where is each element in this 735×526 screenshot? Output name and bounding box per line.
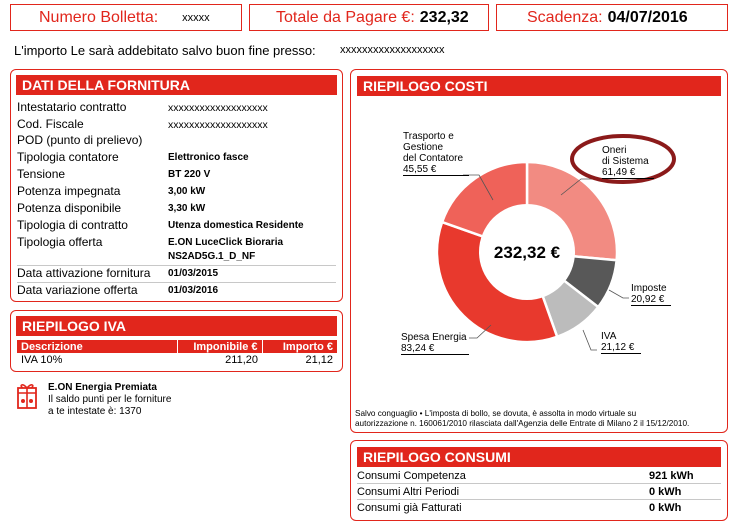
vat-col-description: Descrizione — [17, 340, 178, 353]
footnote-line: Salvo conguaglio • L'imposta di bollo, s… — [355, 409, 637, 418]
label-text: del Contatore — [403, 153, 464, 164]
eon-premiata-line: Il saldo punti per le forniture — [48, 394, 172, 405]
due-date-value: 04/07/2016 — [607, 8, 688, 26]
consumption-label: Consumi Competenza — [357, 470, 466, 482]
chart-label-oneri: Oneri di Sistema 61,49 € — [602, 145, 654, 179]
label-value: 20,92 € — [631, 294, 671, 306]
vat-summary-panel: RIEPILOGO IVA Descrizione Imponibile € I… — [10, 310, 343, 372]
supply-divider — [17, 282, 336, 283]
due-date-label: Scadenza: — [527, 8, 603, 26]
vat-table: Descrizione Imponibile € Importo € IVA 1… — [17, 340, 337, 367]
eon-premiata-block: E.ON Energia Premiata Il saldo punti per… — [48, 382, 171, 418]
supply-row-value: xxxxxxxxxxxxxxxxxxx — [168, 119, 268, 131]
bill-number-value: xxxxx — [182, 11, 210, 24]
supply-row-value: 01/03/2015 — [168, 268, 219, 279]
supply-row-label: Data attivazione fornitura — [17, 266, 151, 280]
chart-label-spesa: Spesa Energia 83,24 € — [401, 332, 469, 355]
supply-row-label: Tipologia contatore — [17, 150, 119, 164]
supply-row-label: Tipologia offerta — [17, 235, 103, 249]
supply-row-value: xxxxxxxxxxxxxxxxxxx — [168, 102, 268, 114]
eon-premiata-line: a te intestate è: 1370 — [48, 406, 142, 417]
gift-icon — [17, 384, 37, 409]
total-value: 232,32 — [419, 8, 469, 26]
chart-label-iva: IVA 21,12 € — [601, 331, 641, 354]
chart-label-transport: Trasporto e Gestione del Contatore 45,55… — [403, 131, 469, 176]
supply-row-label: Tipologia di contratto — [17, 218, 128, 232]
consumption-value: 0 kWh — [649, 502, 682, 514]
supply-divider — [17, 265, 336, 266]
label-value: 21,12 € — [601, 342, 641, 354]
label-value: 61,49 € — [602, 167, 654, 179]
consumption-value: 921 kWh — [649, 470, 694, 482]
supply-data-panel: DATI DELLA FORNITURA Intestatario contra… — [10, 69, 343, 302]
cost-donut-chart: 232,32 € — [435, 134, 676, 351]
table-row: Consumi Competenza 921 kWh — [357, 469, 721, 484]
supply-row-value: Elettronico fasce — [168, 152, 249, 163]
supply-row-value: Utenza domestica Residente — [168, 220, 304, 231]
footnote-line: autorizzazione n. 160061/2010 rilasciata… — [355, 419, 690, 428]
vat-summary-title: RIEPILOGO IVA — [16, 316, 337, 336]
consumption-label: Consumi già Fatturati — [357, 502, 462, 514]
supply-row-label: Cod. Fiscale — [17, 117, 84, 131]
label-value: 45,55 € — [403, 164, 469, 176]
bill-number-label: Numero Bolletta: — [39, 8, 159, 26]
supply-row-label: POD (punto di prelievo) — [17, 133, 143, 147]
total-box: Totale da Pagare €: 232,32 — [249, 4, 489, 31]
supply-row-value: 01/03/2016 — [168, 285, 219, 296]
bill-number-box: Numero Bolletta: xxxxx — [10, 4, 242, 31]
vat-description: IVA 10% — [21, 354, 63, 366]
donut-total: 232,32 € — [494, 243, 561, 262]
total-label: Totale da Pagare €: — [276, 8, 415, 26]
supply-row-value: BT 220 V — [168, 169, 211, 180]
label-text: Imposte — [631, 283, 667, 294]
vat-col-taxable: Imponibile € — [177, 340, 263, 353]
supply-row-label: Data variazione offerta — [17, 283, 138, 297]
table-row: Consumi Altri Periodi 0 kWh — [357, 485, 721, 500]
vat-taxable: 211,20 — [225, 354, 258, 366]
supply-row-label: Tensione — [17, 167, 66, 181]
consumption-label: Consumi Altri Periodi — [357, 486, 460, 498]
debit-notice: L'importo Le sarà addebitato salvo buon … — [14, 43, 316, 58]
debit-notice-value: xxxxxxxxxxxxxxxxxxx — [340, 44, 445, 56]
supply-row-value: 3,30 kW — [168, 203, 206, 214]
table-row: Consumi già Fatturati 0 kWh — [357, 501, 721, 516]
supply-row-label: Potenza impegnata — [17, 184, 121, 198]
supply-data-title: DATI DELLA FORNITURA — [16, 75, 337, 95]
cost-summary-title: RIEPILOGO COSTI — [357, 76, 721, 96]
due-date-box: Scadenza: 04/07/2016 — [496, 4, 728, 31]
label-value: 83,24 € — [401, 343, 469, 355]
consumption-summary-panel: RIEPILOGO CONSUMI Consumi Competenza 921… — [350, 440, 728, 521]
table-row: IVA 10% 211,20 21,12 — [17, 353, 337, 367]
label-text: Oneri — [602, 145, 627, 156]
supply-row-value: E.ON LuceClick Bioraria — [168, 237, 284, 248]
cost-footnote: Salvo conguaglio • L'imposta di bollo, s… — [355, 409, 689, 429]
vat-amount: 21,12 — [305, 354, 333, 366]
label-text: Spesa Energia — [401, 332, 467, 343]
supply-row-label: Potenza disponibile — [17, 201, 122, 215]
vat-col-amount: Importo € — [262, 340, 337, 353]
supply-row-value: 3,00 kW — [168, 186, 206, 197]
highlight-ellipse — [570, 134, 676, 184]
cost-summary-panel: RIEPILOGO COSTI 232,32 € Trasporto e Ges… — [350, 69, 728, 433]
consumption-value: 0 kWh — [649, 486, 682, 498]
label-text: di Sistema — [602, 156, 649, 167]
donut-hole — [479, 204, 575, 300]
vat-table-header: Descrizione Imponibile € Importo € — [17, 340, 337, 353]
supply-row-value-2: NS2AD5G.1_D_NF — [168, 251, 256, 262]
consumption-summary-title: RIEPILOGO CONSUMI — [357, 447, 721, 467]
label-text: IVA — [601, 331, 617, 342]
supply-row-label: Intestatario contratto — [17, 100, 127, 114]
label-text: Trasporto e — [403, 131, 454, 142]
chart-label-imposte: Imposte 20,92 € — [631, 283, 671, 306]
label-text: Gestione — [403, 142, 444, 153]
eon-premiata-title: E.ON Energia Premiata — [48, 382, 157, 393]
